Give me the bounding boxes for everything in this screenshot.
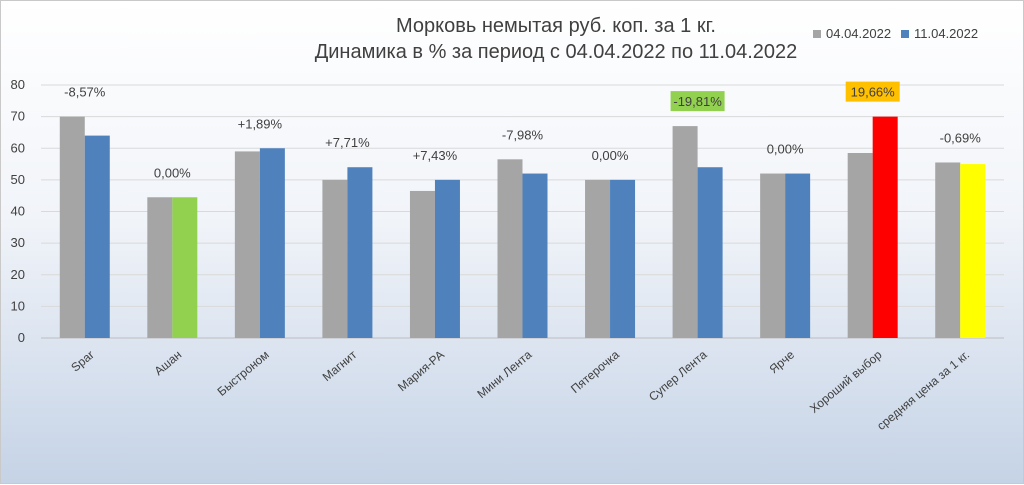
bar bbox=[847, 152, 873, 338]
bar bbox=[935, 162, 961, 338]
bar bbox=[785, 173, 811, 338]
legend-label-series-1: 04.04.2022 bbox=[826, 26, 892, 41]
bar bbox=[409, 190, 435, 338]
change-annotation: +1,89% bbox=[238, 116, 283, 131]
bar bbox=[347, 167, 373, 338]
x-tick-label: Ашан bbox=[152, 348, 185, 379]
bar bbox=[59, 116, 85, 338]
change-annotation: +7,71% bbox=[325, 135, 370, 150]
bar bbox=[434, 179, 460, 338]
y-tick-label: 80 bbox=[11, 77, 25, 92]
x-tick-label: Мария-РА bbox=[395, 348, 447, 395]
change-annotation: 0,00% bbox=[767, 142, 804, 157]
x-tick-label: Мини Лента bbox=[474, 347, 534, 401]
bar bbox=[872, 116, 898, 338]
change-annotation: +7,43% bbox=[413, 148, 458, 163]
bar bbox=[234, 151, 260, 338]
bar bbox=[672, 126, 698, 338]
y-tick-label: 30 bbox=[11, 235, 25, 250]
y-tick-label: 0 bbox=[18, 330, 25, 345]
x-tick-label: Быстроном bbox=[215, 348, 272, 399]
bar bbox=[760, 173, 786, 338]
annotation-highlight bbox=[845, 81, 900, 102]
bar bbox=[610, 179, 636, 338]
change-annotation: -8,57% bbox=[64, 85, 106, 100]
annotation-highlight bbox=[670, 91, 725, 112]
change-annotation: 19,66% bbox=[851, 85, 896, 100]
x-tick-label: Супер Лента bbox=[646, 347, 710, 404]
bar bbox=[522, 173, 548, 338]
x-tick-label: Spar bbox=[68, 348, 96, 375]
x-tick-label: Магнит bbox=[320, 347, 360, 384]
bar bbox=[172, 197, 198, 338]
bar bbox=[84, 135, 110, 338]
chart-subtitle: Динамика в % за период с 04.04.2022 по 1… bbox=[314, 41, 798, 63]
bar bbox=[697, 167, 723, 338]
bar bbox=[322, 179, 348, 338]
y-tick-label: 70 bbox=[11, 109, 25, 124]
y-tick-label: 10 bbox=[11, 298, 25, 313]
x-tick-label: Ярче bbox=[767, 347, 798, 376]
x-tick-label: средняя цена за 1 кг. bbox=[874, 348, 972, 433]
change-annotation: -19,81% bbox=[673, 94, 722, 109]
legend-item-series-1: 04.04.2022 bbox=[813, 26, 891, 41]
x-tick-label: Хороший выбор bbox=[807, 347, 885, 415]
legend-swatch-series-2 bbox=[901, 29, 909, 38]
bar bbox=[960, 164, 986, 338]
change-annotation: -0,69% bbox=[940, 130, 982, 145]
legend-item-series-2: 11.04.2022 bbox=[901, 26, 978, 41]
legend-label-series-2: 11.04.2022 bbox=[914, 26, 979, 41]
y-tick-label: 40 bbox=[11, 204, 25, 219]
change-annotation: 0,00% bbox=[154, 165, 191, 180]
bar bbox=[147, 197, 173, 338]
bar bbox=[259, 148, 285, 338]
y-tick-label: 50 bbox=[11, 172, 25, 187]
bar bbox=[497, 159, 523, 338]
change-annotation: 0,00% bbox=[592, 148, 629, 163]
chart-title: Морковь немытая руб. коп. за 1 кг. bbox=[396, 15, 716, 37]
change-annotation: -7,98% bbox=[502, 127, 544, 142]
x-tick-label: Пятерочка bbox=[568, 347, 622, 396]
y-tick-label: 60 bbox=[11, 140, 25, 155]
y-tick-label: 20 bbox=[11, 267, 25, 282]
legend-swatch-series-1 bbox=[813, 29, 821, 38]
bar bbox=[585, 179, 611, 338]
